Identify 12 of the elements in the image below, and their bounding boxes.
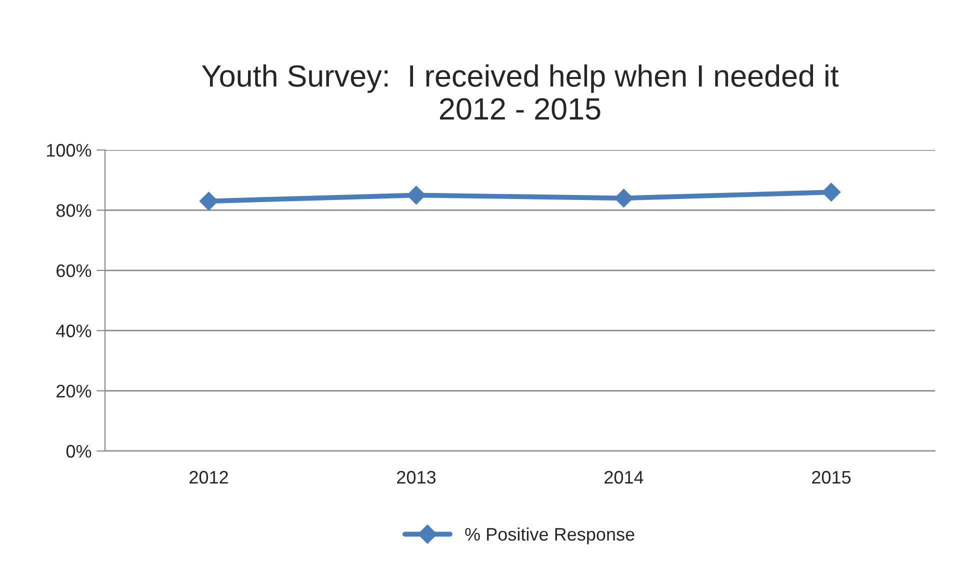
y-tick-label: 100% [47,144,92,157]
y-tick-label: 60% [56,264,92,278]
x-tick-label: 2013 [397,470,436,484]
x-tick-label: 2015 [812,470,851,484]
y-tick-label: 0% [66,444,92,458]
y-tick-label: 40% [56,324,92,338]
legend-label: % Positive Response [465,527,634,544]
y-tick-label: 80% [56,204,92,217]
y-tick-label: 20% [56,384,92,398]
x-tick-label: 2012 [190,470,228,484]
x-tick-label: 2014 [604,470,644,484]
chart-title: Youth Survey: I received help when I needed it 2012 - 2015 [202,64,839,120]
